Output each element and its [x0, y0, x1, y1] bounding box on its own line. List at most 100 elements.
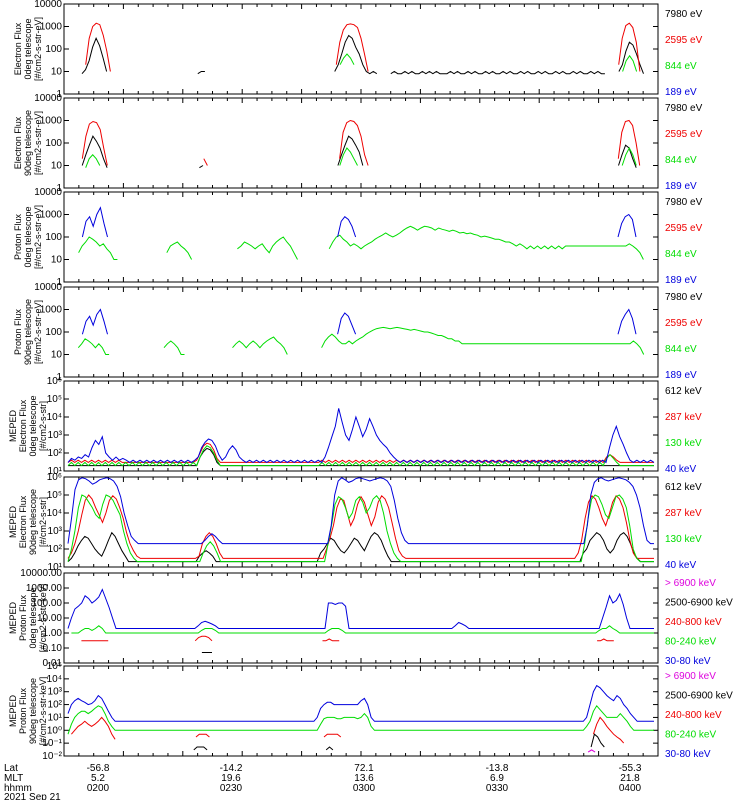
y-tick-label: 10 — [51, 161, 63, 172]
y-axis-label: Electron Flux — [13, 116, 23, 169]
y-tick-label: 1000 — [40, 116, 63, 127]
y-tick-label: 10.00 — [37, 613, 62, 624]
y-axis-label: 90deg telescope — [28, 678, 38, 744]
series-line-844-ev — [339, 53, 638, 72]
legend-entry: 80-240 keV — [665, 730, 716, 741]
legend-entry: 240-800 keV — [665, 710, 722, 721]
y-tick-label: 10⁵ — [47, 394, 62, 405]
series-line-40-kev — [67, 477, 654, 545]
hhmm-value-5: 0400 — [619, 783, 642, 794]
y-axis-label: [#/cm2-s-str-eV] — [33, 300, 43, 364]
y-axis-label: 90deg telescope — [23, 299, 33, 365]
panel-frame — [63, 191, 659, 283]
legend-entry: 844 eV — [665, 155, 697, 166]
y-tick-label: 10³ — [48, 687, 63, 698]
legend-entry: 612 keV — [665, 482, 702, 493]
legend-entry: 2595 eV — [665, 223, 703, 234]
y-axis-label: [#/cm2-s-str-eV] — [33, 17, 43, 81]
y-tick-label: 10⁵ — [47, 661, 62, 672]
panel-6: 10¹ 10² 10³ 10⁴ 10⁵ 10⁶ MEPED Electron Flux 90de… — [8, 472, 702, 573]
legend-entry: 7980 eV — [665, 292, 703, 303]
series-line-844-ev — [85, 146, 637, 168]
lat-value-4: -13.8 — [486, 763, 509, 774]
legend-entry: > 6900 keV — [665, 578, 716, 589]
panel-4: 1 10 100 1000 10000 Proton Flux 90deg telescop… — [13, 282, 703, 383]
y-axis-label: 0deg telescope — [28, 395, 38, 456]
series-line-130-kev — [67, 494, 654, 563]
y-tick-label: 1000.00 — [26, 583, 63, 594]
y-tick-label: 10³ — [48, 526, 63, 537]
y-axis-label: MEPED — [8, 410, 18, 443]
panel-frame — [63, 476, 659, 568]
series-line-287-kev — [67, 442, 654, 464]
y-tick-label: 1000 — [40, 22, 63, 33]
y-tick-label: 10¹ — [48, 466, 63, 477]
series-line-80-240-kev — [71, 625, 654, 634]
y-axis-label: MEPED — [8, 506, 18, 539]
y-axis-label: Proton Flux — [18, 594, 28, 641]
legend-entry: 844 eV — [665, 61, 697, 72]
legend-entry: 80-240 keV — [665, 637, 716, 648]
y-tick-label: 10 — [51, 255, 63, 266]
date-label: 2021 Sep 21 — [4, 792, 61, 800]
y-tick-label: 10⁶ — [47, 472, 62, 483]
series-line-30-80-kev — [67, 588, 654, 629]
panel-1: 1 10 100 1000 10000 Electron Flux 0deg telesco… — [13, 0, 703, 100]
hhmm-value-3: 0300 — [353, 783, 376, 794]
series-line-612-kev — [67, 531, 654, 563]
series-line-844-ev — [77, 326, 645, 355]
panel-5: 10¹ 10² 10³ 10⁴ 10⁵ 10⁶ MEPED Electron Flux 0deg… — [8, 376, 702, 477]
y-tick-label: 1000 — [40, 210, 63, 221]
panel-frame — [63, 3, 659, 95]
legend-entry: 189 eV — [665, 275, 697, 286]
y-axis-label: Proton Flux — [13, 213, 23, 260]
series-line-844-ev — [78, 225, 644, 260]
series-line-240-800-kev — [81, 635, 614, 642]
y-tick-label: 100 — [45, 327, 62, 338]
panel-2: 1 10 100 1000 10000 Electron Flux 90deg telesc… — [13, 93, 703, 194]
panel-7: 0.01 0.10 1.00 10.00 100.00 1000.00 10000.00 ME… — [8, 568, 733, 669]
y-tick-label: 10000.00 — [20, 568, 62, 579]
y-axis-label: Proton Flux — [13, 308, 23, 355]
y-axis-label: MEPED — [8, 695, 18, 728]
legend-entry: 844 eV — [665, 249, 697, 260]
y-axis-label: 0deg telescope — [23, 206, 33, 267]
mlt-value-5: 21.8 — [620, 773, 640, 784]
mlt-value-4: 6.9 — [490, 773, 504, 784]
y-tick-label: 10000 — [34, 282, 62, 293]
series-line-130-kev — [67, 445, 654, 467]
y-axis-label: Electron Flux — [13, 22, 23, 75]
series-line-7980-ev — [81, 135, 637, 169]
legend-entry: > 6900 keV — [665, 671, 716, 682]
legend-entry: 240-800 keV — [665, 617, 722, 628]
lat-value-5: -55.3 — [619, 763, 642, 774]
lat-value-2: -14.2 — [220, 763, 243, 774]
y-tick-label: 10⁴ — [47, 412, 62, 423]
mlt-value-1: 5.2 — [91, 773, 105, 784]
series-line-30-80-kev — [67, 684, 654, 722]
lat-value-3: 72.1 — [354, 763, 374, 774]
panel-frame — [63, 286, 659, 378]
series-line-189-ev — [81, 308, 637, 335]
panel-frame — [63, 380, 659, 472]
legend-entry: 30-80 keV — [665, 749, 711, 760]
y-tick-label: 10⁻² — [42, 751, 62, 762]
y-tick-label: 1000 — [40, 305, 63, 316]
series-line--6900-kev — [587, 749, 596, 753]
y-tick-label: 10² — [48, 544, 63, 555]
legend-entry: 40 keV — [665, 464, 696, 475]
y-tick-label: 1 — [56, 89, 62, 100]
panels-layer: 1 10 100 1000 10000 Electron Flux 0deg telesco… — [8, 0, 733, 762]
legend-entry: 7980 eV — [665, 103, 703, 114]
hhmm-value-1: 0200 — [87, 783, 110, 794]
y-tick-label: 0.10 — [43, 643, 63, 654]
legend-entry: 189 eV — [665, 87, 697, 98]
y-axis-label: [#/cm2-s-str-keV] — [38, 584, 48, 653]
y-tick-label: 10000 — [34, 0, 62, 10]
mlt-value-2: 19.6 — [221, 773, 241, 784]
y-tick-label: 10⁻¹ — [42, 738, 62, 749]
panel-frame — [63, 572, 659, 664]
panel-3: 1 10 100 1000 10000 Proton Flux 0deg telescope… — [13, 187, 703, 288]
y-tick-label: 10⁵ — [47, 490, 62, 501]
y-axis-label: [#/cm2-s-str] — [38, 497, 48, 547]
